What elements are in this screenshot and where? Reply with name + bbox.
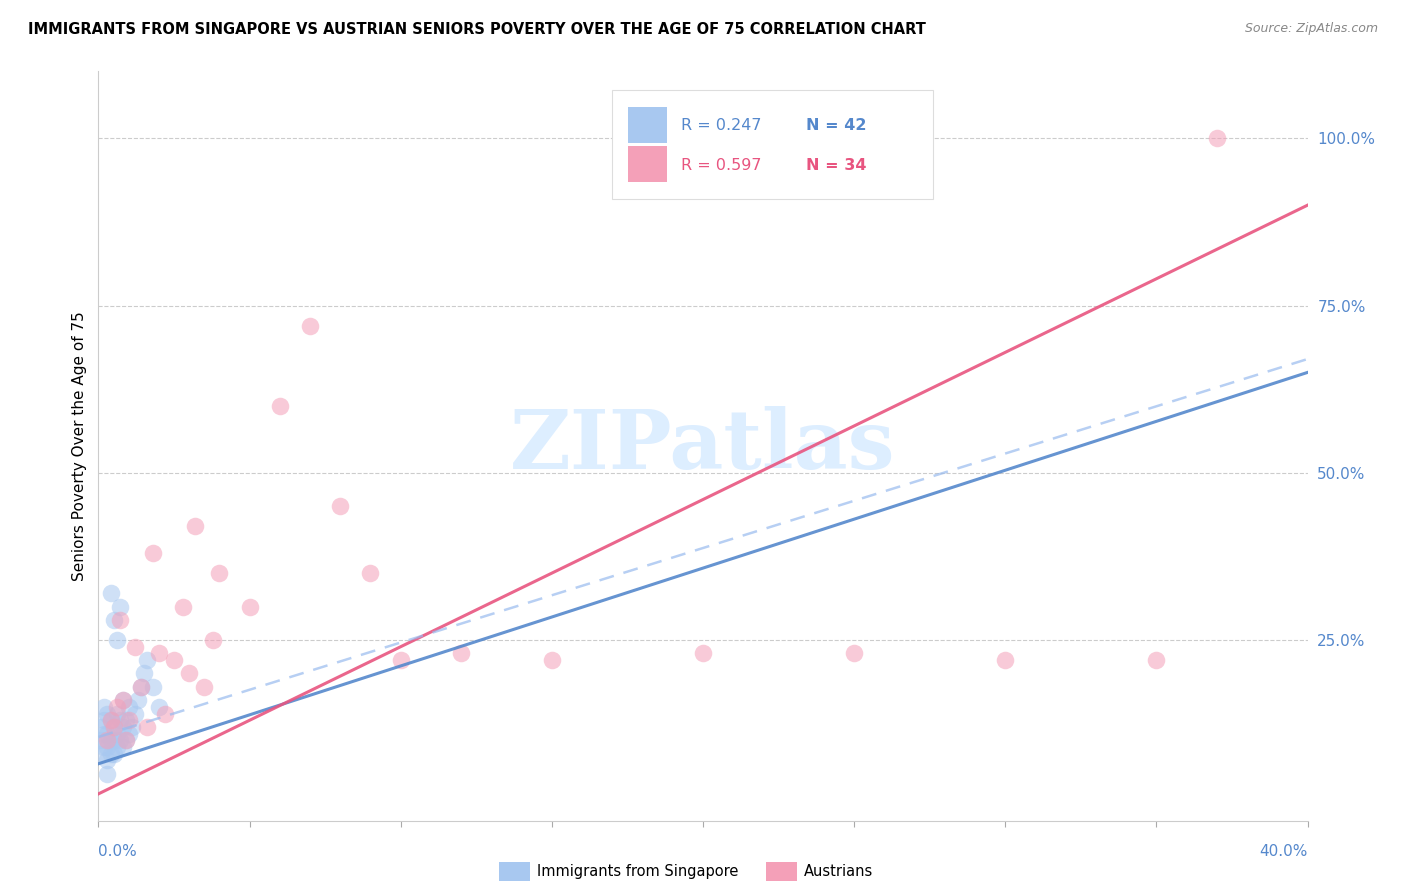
- Point: [96, 767, 118, 781]
- Point: [93, 714, 115, 728]
- Point: [90, 733, 112, 747]
- Point: [299, 318, 322, 333]
- Point: [179, 666, 201, 681]
- Point: [96, 740, 118, 755]
- Point: [96, 753, 118, 767]
- Text: Immigrants from Singapore: Immigrants from Singapore: [537, 864, 738, 879]
- Point: [90, 720, 112, 734]
- Point: [329, 500, 352, 514]
- Point: [121, 720, 143, 734]
- Point: [994, 653, 1017, 667]
- Point: [193, 680, 215, 694]
- Point: [172, 599, 194, 614]
- Point: [132, 666, 155, 681]
- Point: [692, 646, 714, 660]
- Text: N = 34: N = 34: [806, 158, 866, 172]
- Point: [114, 733, 136, 747]
- Point: [114, 714, 136, 728]
- Point: [184, 519, 207, 533]
- Point: [105, 726, 128, 740]
- FancyBboxPatch shape: [613, 90, 932, 199]
- Point: [96, 726, 118, 740]
- Text: Austrians: Austrians: [804, 864, 873, 879]
- Point: [96, 706, 118, 721]
- Point: [93, 740, 115, 755]
- Point: [135, 720, 157, 734]
- Point: [100, 714, 122, 728]
- Point: [124, 640, 146, 654]
- Point: [105, 706, 128, 721]
- Point: [360, 566, 382, 581]
- Point: [148, 700, 170, 714]
- Point: [202, 633, 225, 648]
- Text: ZIPatlas: ZIPatlas: [510, 406, 896, 486]
- Point: [108, 733, 131, 747]
- Point: [127, 693, 149, 707]
- Y-axis label: Seniors Poverty Over the Age of 75: Seniors Poverty Over the Age of 75: [72, 311, 87, 581]
- Point: [100, 714, 122, 728]
- Point: [90, 747, 112, 761]
- Point: [111, 693, 134, 707]
- Point: [129, 680, 152, 694]
- Point: [114, 733, 136, 747]
- Text: N = 42: N = 42: [806, 118, 866, 133]
- Point: [389, 653, 412, 667]
- Point: [153, 706, 176, 721]
- Text: 40.0%: 40.0%: [1260, 844, 1308, 859]
- Point: [100, 733, 122, 747]
- Point: [239, 599, 262, 614]
- Point: [148, 646, 170, 660]
- Point: [124, 706, 146, 721]
- Point: [118, 700, 141, 714]
- Point: [108, 613, 131, 627]
- Point: [105, 700, 128, 714]
- Point: [111, 720, 134, 734]
- Point: [103, 720, 125, 734]
- Point: [96, 733, 118, 747]
- Point: [105, 633, 128, 648]
- Point: [269, 399, 291, 413]
- Point: [540, 653, 562, 667]
- Point: [103, 747, 125, 761]
- Point: [142, 546, 165, 560]
- Point: [100, 747, 122, 761]
- Point: [103, 733, 125, 747]
- Point: [844, 646, 866, 660]
- Text: 0.0%: 0.0%: [98, 844, 138, 859]
- Point: [450, 646, 472, 660]
- Point: [100, 586, 122, 600]
- Point: [135, 653, 157, 667]
- Point: [93, 726, 115, 740]
- Point: [93, 700, 115, 714]
- Text: R = 0.597: R = 0.597: [682, 158, 762, 172]
- Point: [163, 653, 186, 667]
- Point: [1206, 131, 1229, 145]
- Text: R = 0.247: R = 0.247: [682, 118, 762, 133]
- Point: [1144, 653, 1167, 667]
- Point: [108, 714, 131, 728]
- Point: [111, 740, 134, 755]
- Point: [142, 680, 165, 694]
- Text: IMMIGRANTS FROM SINGAPORE VS AUSTRIAN SENIORS POVERTY OVER THE AGE OF 75 CORRELA: IMMIGRANTS FROM SINGAPORE VS AUSTRIAN SE…: [28, 22, 927, 37]
- Point: [118, 714, 141, 728]
- Point: [129, 680, 152, 694]
- Point: [108, 599, 131, 614]
- Point: [103, 613, 125, 627]
- Text: Source: ZipAtlas.com: Source: ZipAtlas.com: [1244, 22, 1378, 36]
- FancyBboxPatch shape: [628, 106, 666, 143]
- Point: [118, 726, 141, 740]
- Point: [208, 566, 231, 581]
- FancyBboxPatch shape: [628, 146, 666, 182]
- Point: [111, 693, 134, 707]
- Point: [105, 740, 128, 755]
- Point: [103, 720, 125, 734]
